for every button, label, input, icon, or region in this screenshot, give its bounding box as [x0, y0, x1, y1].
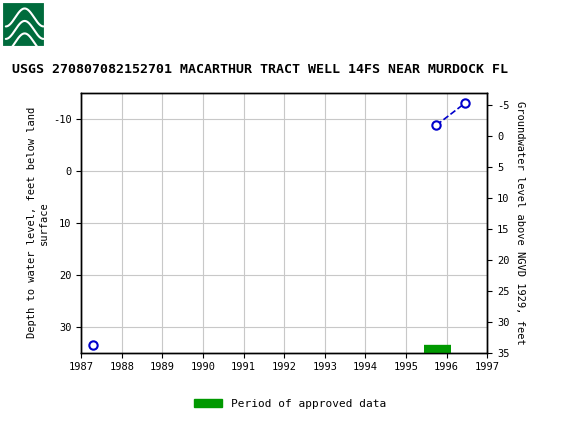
Text: USGS 270807082152701 MACARTHUR TRACT WELL 14FS NEAR MURDOCK FL: USGS 270807082152701 MACARTHUR TRACT WEL… [12, 63, 508, 76]
Text: USGS: USGS [55, 13, 132, 37]
Bar [2, 3, 45, 47]
FancyBboxPatch shape [2, 3, 45, 47]
Legend: Period of approved data: Period of approved data [190, 395, 390, 414]
Y-axis label: Depth to water level, feet below land
surface: Depth to water level, feet below land su… [27, 107, 49, 338]
Y-axis label: Groundwater level above NGVD 1929, feet: Groundwater level above NGVD 1929, feet [515, 101, 525, 344]
